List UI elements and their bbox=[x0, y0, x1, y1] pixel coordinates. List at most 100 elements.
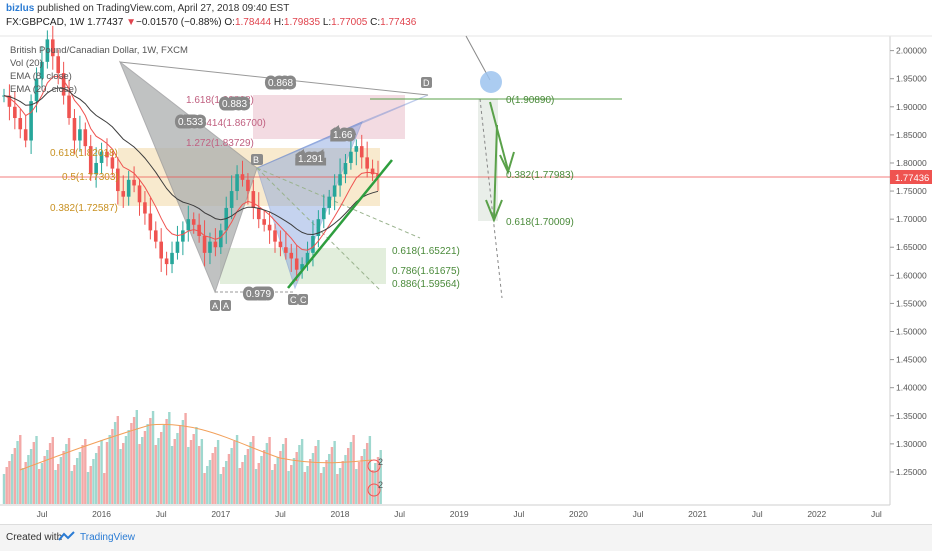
publish-info: published on TradingView.com, April 27, … bbox=[34, 3, 290, 14]
arrow-head-2-icon bbox=[485, 199, 503, 223]
volume-ma-line bbox=[19, 423, 373, 471]
ema-20-line bbox=[3, 87, 379, 236]
volume-marker-1-icon[interactable] bbox=[367, 459, 381, 473]
volume-marker-2-count: 2 bbox=[378, 480, 383, 490]
candle-body bbox=[164, 258, 169, 265]
time-tick-label: 2022 bbox=[807, 509, 826, 519]
volume-bar bbox=[141, 437, 144, 504]
candle-body bbox=[83, 129, 88, 147]
price-change: −0.01570 (−0.88%) bbox=[135, 17, 222, 28]
time-tick-label: Jul bbox=[513, 509, 524, 519]
candle-body bbox=[170, 252, 174, 265]
volume-bar bbox=[262, 450, 266, 504]
candlestick-series[interactable] bbox=[2, 25, 380, 281]
candle-body bbox=[29, 101, 33, 141]
ratio-label-cd: 1.66 bbox=[333, 130, 353, 141]
ratio-label-bc: 1.291 bbox=[298, 154, 323, 165]
volume-bar bbox=[146, 424, 149, 504]
candle-body bbox=[289, 252, 294, 259]
volume-bar bbox=[94, 453, 98, 504]
volume-bar bbox=[379, 450, 382, 504]
volume-bar bbox=[333, 441, 336, 504]
arrow-shaft-1 bbox=[489, 101, 509, 171]
fib-pink-2: 1.414(1.86700) bbox=[198, 118, 266, 129]
arrow-head-1-icon bbox=[499, 151, 515, 175]
volume-series bbox=[2, 410, 382, 504]
candle-body bbox=[94, 162, 98, 175]
volume-bar bbox=[54, 470, 57, 504]
point-a2-label: A bbox=[223, 301, 229, 311]
volume-bar bbox=[173, 439, 176, 504]
volume-bar bbox=[330, 447, 334, 504]
candle-body bbox=[23, 129, 28, 141]
volume-bar bbox=[349, 442, 353, 504]
volume-bar bbox=[73, 465, 76, 504]
footer-brand[interactable]: TradingView bbox=[80, 532, 136, 543]
legend-vol[interactable]: Vol (20) bbox=[10, 58, 43, 69]
volume-bar bbox=[168, 412, 171, 504]
volume-bar bbox=[200, 439, 204, 504]
volume-bar bbox=[122, 443, 125, 504]
volume-bar bbox=[374, 463, 377, 504]
support-trendline[interactable] bbox=[287, 159, 393, 289]
price-tick-label: 1.55000 bbox=[896, 298, 927, 308]
price-tick-label: 1.45000 bbox=[896, 355, 927, 365]
volume-bar bbox=[75, 458, 79, 504]
volume-marker-2-icon[interactable] bbox=[367, 483, 381, 497]
ema-8-line bbox=[3, 75, 379, 251]
volume-bar bbox=[149, 418, 152, 504]
volume-bar bbox=[336, 474, 339, 504]
time-tick-label: 2020 bbox=[569, 509, 588, 519]
volume-bar bbox=[159, 432, 163, 504]
candle-body bbox=[246, 179, 250, 192]
volume-bar bbox=[287, 471, 290, 504]
volume-bar bbox=[124, 436, 128, 504]
volume-bar bbox=[184, 413, 187, 504]
volume-bar bbox=[70, 471, 73, 504]
candle-body bbox=[359, 146, 364, 158]
candle-body bbox=[213, 241, 218, 248]
time-axis[interactable]: Jul 2016 Jul 2017 Jul 2018 Jul 2019 Jul 2020 Jul 20… bbox=[37, 509, 882, 519]
volume-bar bbox=[325, 460, 328, 504]
volume-bar bbox=[214, 447, 217, 504]
volume-bar bbox=[165, 419, 168, 504]
projection-dash-2 bbox=[256, 167, 421, 239]
volume-bar bbox=[32, 442, 36, 504]
price-chart[interactable]: 2.00000 1.95000 1.90000 1.85000 1.80000 1.750… bbox=[0, 0, 932, 524]
volume-bar bbox=[13, 448, 17, 504]
legend-ema20[interactable]: EMA (20, close) bbox=[10, 84, 78, 95]
legend-ema8[interactable]: EMA (8, close) bbox=[10, 71, 72, 82]
volume-bar bbox=[46, 450, 49, 504]
time-tick-label: Jul bbox=[394, 509, 405, 519]
point-c2-badge bbox=[298, 294, 308, 305]
volume-bar bbox=[244, 455, 247, 504]
time-tick-label: 2016 bbox=[92, 509, 111, 519]
volume-bar bbox=[67, 438, 71, 504]
volume-bar bbox=[225, 461, 228, 504]
price-axis[interactable]: 2.00000 1.95000 1.90000 1.85000 1.80000 1.750… bbox=[890, 46, 927, 477]
publisher-username[interactable]: bizlus bbox=[6, 3, 35, 14]
volume-bar bbox=[203, 473, 206, 504]
volume-bar bbox=[10, 454, 14, 504]
volume-bar bbox=[187, 447, 190, 504]
volume-bar bbox=[38, 469, 41, 504]
candle-body bbox=[159, 241, 163, 259]
fib-target-0: 0(1.90890) bbox=[506, 95, 554, 106]
point-d-badge bbox=[421, 77, 432, 88]
candle-body bbox=[235, 174, 239, 192]
candle-body bbox=[186, 219, 191, 231]
point-c-badge bbox=[288, 294, 298, 305]
volume-bar bbox=[138, 444, 141, 504]
candle-body bbox=[305, 252, 310, 265]
volume-bar bbox=[284, 438, 288, 504]
low-label: L: bbox=[322, 17, 332, 28]
target-circle[interactable] bbox=[480, 71, 502, 93]
point-a2-badge bbox=[221, 300, 231, 311]
candle-body bbox=[240, 174, 245, 180]
candle-body bbox=[72, 118, 77, 141]
volume-bar bbox=[192, 434, 195, 504]
volume-bar bbox=[322, 467, 325, 504]
fib-gold-2: 0.5(1.77303) bbox=[62, 172, 119, 183]
candle-body bbox=[153, 230, 158, 242]
low-value: 1.77005 bbox=[331, 17, 368, 28]
